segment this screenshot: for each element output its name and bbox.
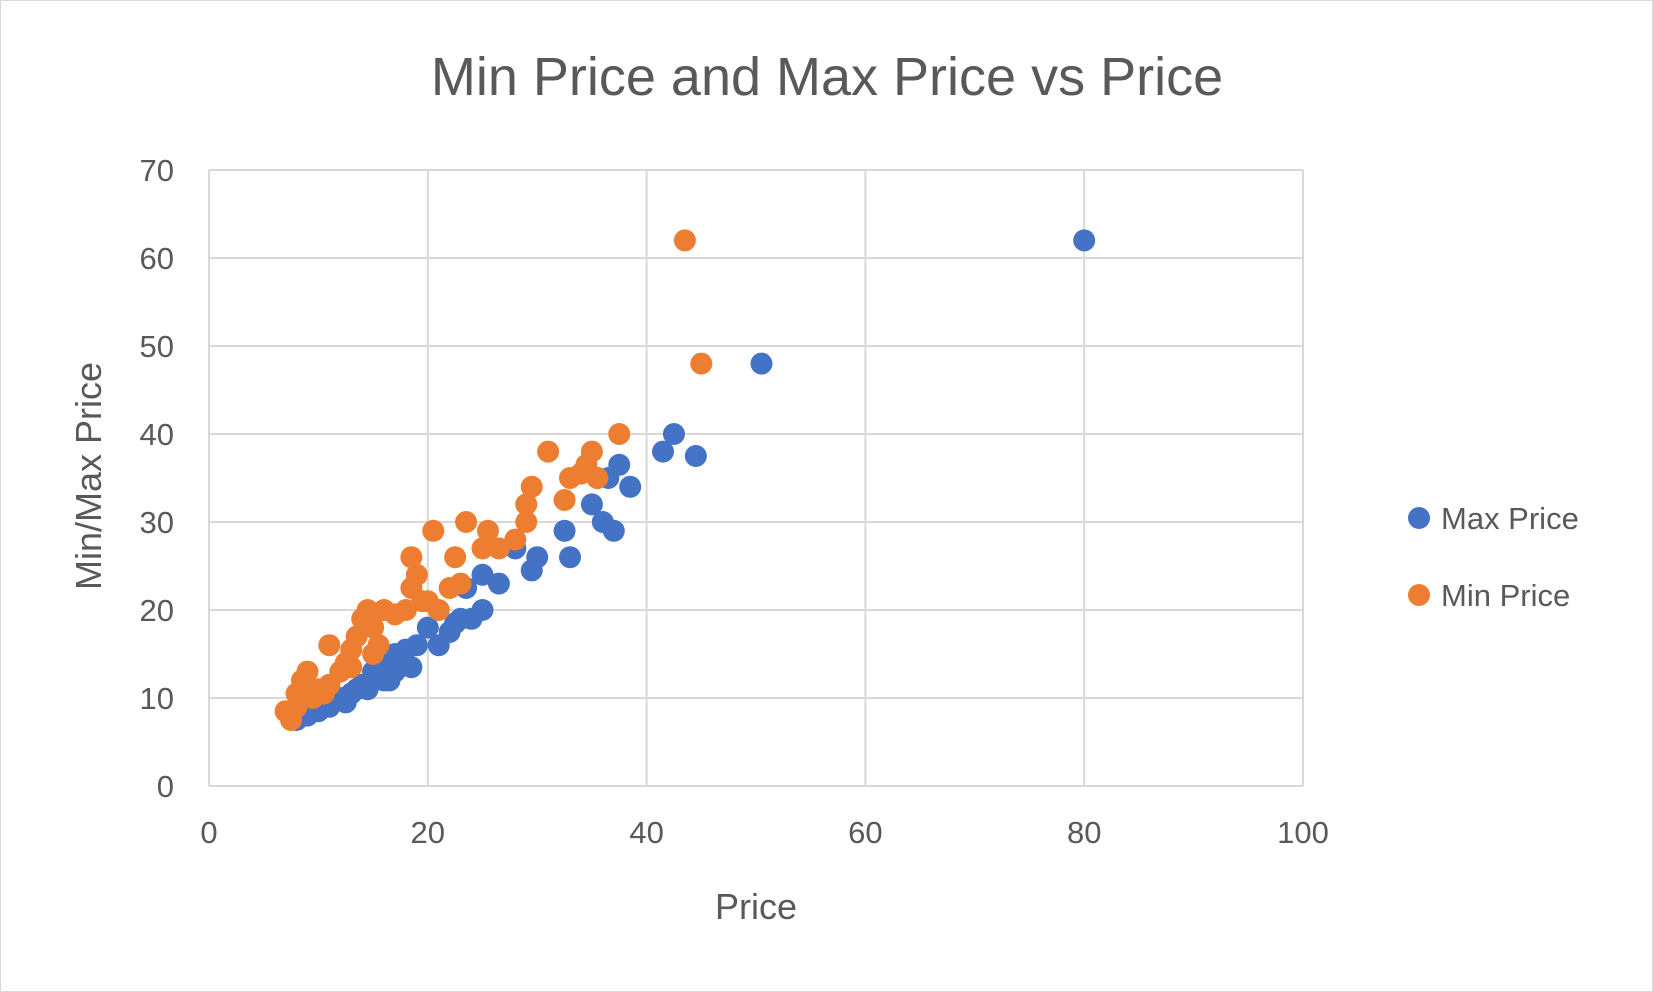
- data-point: [1073, 229, 1096, 252]
- data-point: [602, 519, 625, 542]
- data-point: [422, 519, 445, 542]
- data-point: [684, 445, 707, 467]
- data-point: [750, 352, 773, 375]
- legend-label: Max Price: [1441, 501, 1579, 536]
- data-point: [362, 616, 385, 639]
- x-tick-label: 100: [1277, 815, 1329, 850]
- y-tick-label: 0: [157, 769, 174, 804]
- y-tick-label: 10: [140, 681, 174, 716]
- data-point: [673, 229, 696, 252]
- data-point: [345, 625, 368, 648]
- legend-item: Min Price: [1408, 578, 1570, 613]
- y-tick-label: 20: [140, 593, 174, 628]
- y-tick-label: 30: [140, 505, 174, 540]
- data-point: [586, 467, 609, 489]
- legend-marker: [1408, 507, 1430, 529]
- x-tick-label: 20: [411, 815, 445, 850]
- data-point: [690, 352, 713, 375]
- data-point: [553, 519, 576, 542]
- data-point: [608, 423, 631, 445]
- data-point: [487, 537, 510, 560]
- gridlines: [208, 169, 1304, 787]
- data-point: [520, 475, 543, 498]
- data-point: [455, 511, 478, 533]
- x-tick-label: 80: [1067, 815, 1101, 850]
- data-point: [471, 563, 494, 586]
- data-points: [274, 229, 1096, 731]
- data-point: [444, 546, 467, 569]
- y-tick-label: 70: [140, 153, 174, 188]
- data-point: [394, 599, 417, 621]
- data-point: [487, 572, 510, 595]
- legend: Max Price Min Price: [1408, 501, 1579, 613]
- data-point: [340, 656, 363, 679]
- data-point: [553, 489, 576, 511]
- data-point: [471, 537, 494, 560]
- x-tick-label: 40: [629, 815, 663, 850]
- y-tick-label: 60: [140, 241, 174, 276]
- data-point: [476, 519, 499, 542]
- data-point: [405, 563, 428, 586]
- data-point: [580, 493, 603, 516]
- data-point: [416, 616, 439, 639]
- legend-marker: [1408, 584, 1430, 606]
- tick-labels: 0 10 20 30 40 50 60 70 0 20 40 60 80 100: [140, 153, 1329, 850]
- data-point: [504, 528, 527, 551]
- data-point: [318, 634, 341, 657]
- x-axis-label: Price: [715, 886, 797, 927]
- data-point: [296, 660, 319, 683]
- data-point: [580, 440, 603, 463]
- x-tick-label: 60: [848, 815, 882, 850]
- legend-item: Max Price: [1408, 501, 1579, 536]
- data-point: [515, 511, 538, 533]
- data-point: [405, 634, 428, 657]
- data-point: [619, 475, 642, 498]
- data-point: [652, 440, 675, 463]
- data-point: [427, 599, 450, 621]
- y-axis-label: Min/Max Price: [68, 362, 109, 590]
- data-point: [449, 572, 472, 595]
- series-max-price: [285, 229, 1096, 731]
- y-tick-label: 40: [140, 417, 174, 452]
- series-min-price: [274, 229, 713, 731]
- data-point: [400, 546, 423, 569]
- data-point: [515, 493, 538, 516]
- data-point: [400, 656, 423, 679]
- data-point: [559, 546, 582, 569]
- data-point: [356, 599, 379, 621]
- data-point: [608, 453, 631, 476]
- data-point: [662, 423, 685, 445]
- x-tick-label: 0: [200, 815, 217, 850]
- data-point: [526, 546, 549, 569]
- data-point: [537, 440, 560, 463]
- legend-label: Min Price: [1441, 578, 1570, 613]
- data-point: [471, 599, 494, 621]
- y-tick-label: 50: [140, 329, 174, 364]
- chart-title: Min Price and Max Price vs Price: [431, 47, 1223, 107]
- data-point: [362, 643, 385, 665]
